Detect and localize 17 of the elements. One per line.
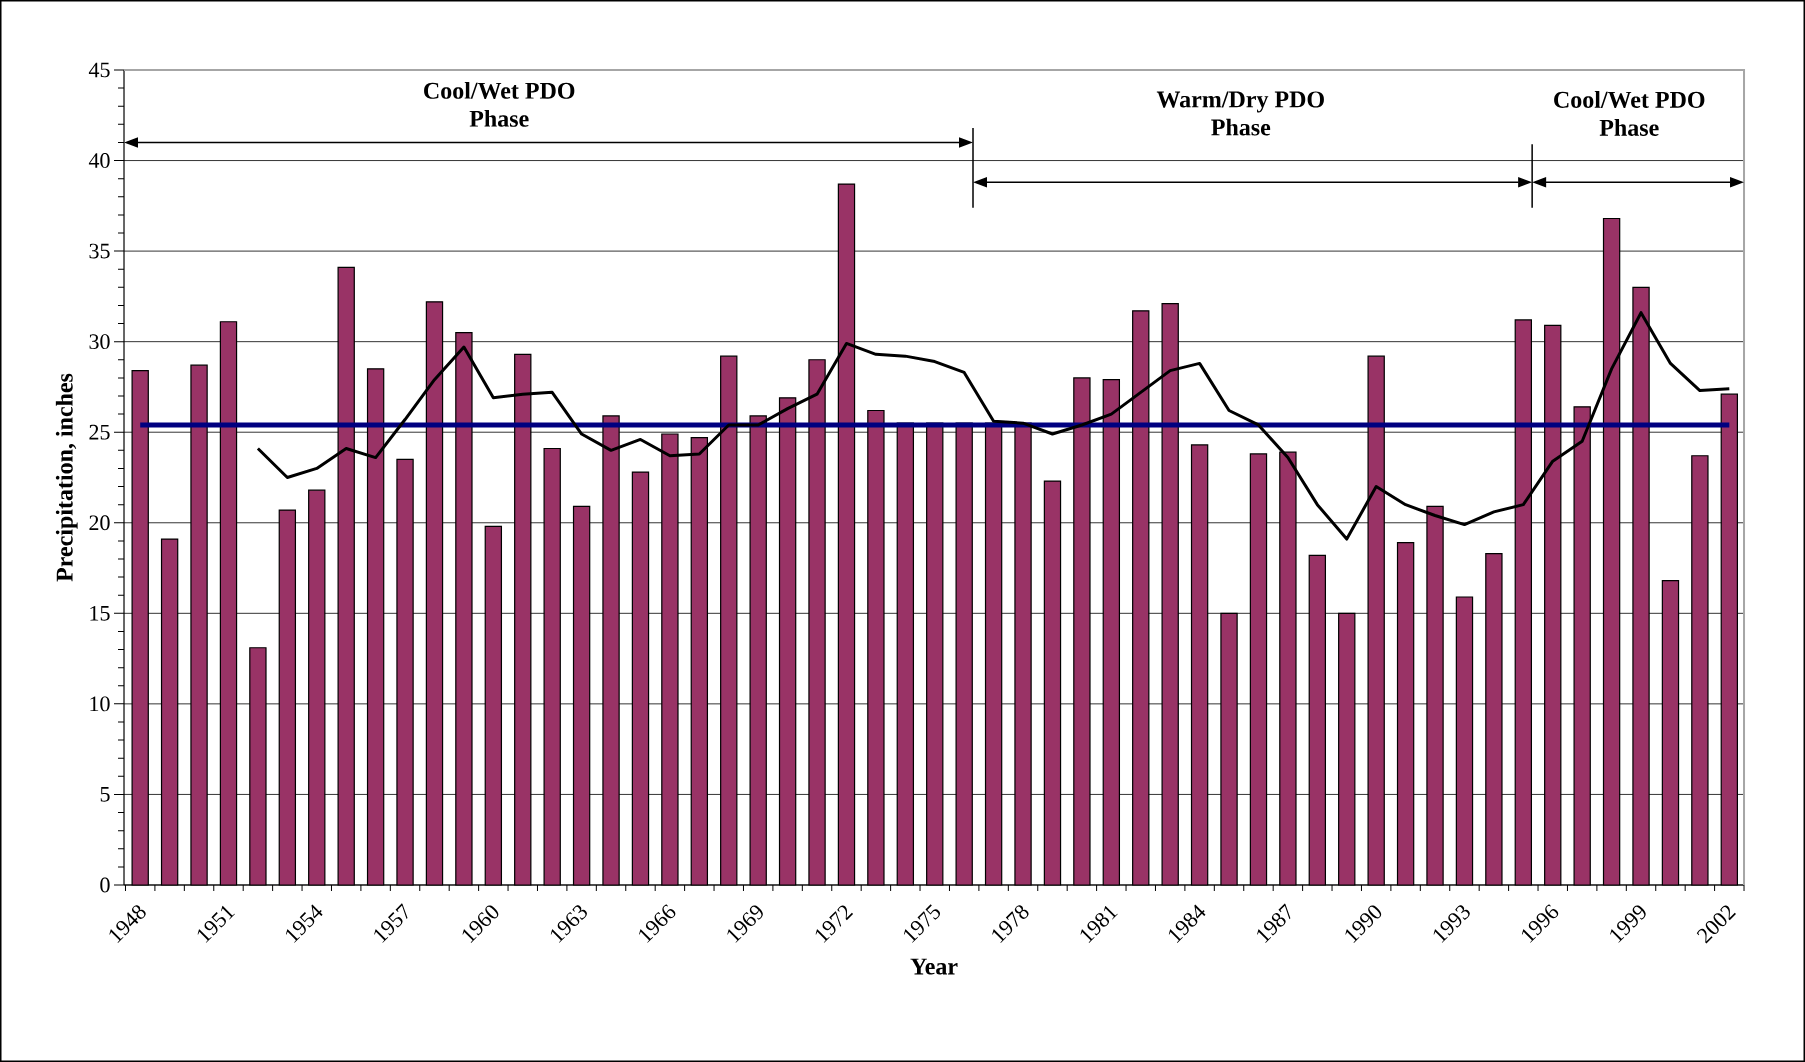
y-axis-title: Precipitation, inches (55, 373, 78, 582)
y-tick-label: 15 (90, 605, 110, 621)
y-tick-label: 35 (89, 243, 110, 259)
annotation: Cool/Wet PDO Phase (424, 81, 575, 127)
annotation: Cool/Wet PDO Phase (1554, 91, 1705, 136)
y-tick-label: 30 (89, 334, 110, 350)
y-tick-label: 45 (88, 62, 110, 78)
y-tick-label: 40 (88, 153, 110, 168)
y-tick-label: 10 (90, 696, 110, 712)
y-tick-label: 0 (100, 877, 110, 893)
x-tick-label: 1951 (197, 905, 236, 943)
y-tick-label: 20 (89, 515, 110, 531)
x-tick-label: 1981 (1080, 905, 1118, 943)
y-tick-label: 5 (100, 787, 110, 802)
annotation: Warm/Dry PDO Phase (1156, 91, 1324, 136)
y-tick-label: 25 (89, 424, 110, 440)
x-axis-title: Year (910, 958, 958, 975)
